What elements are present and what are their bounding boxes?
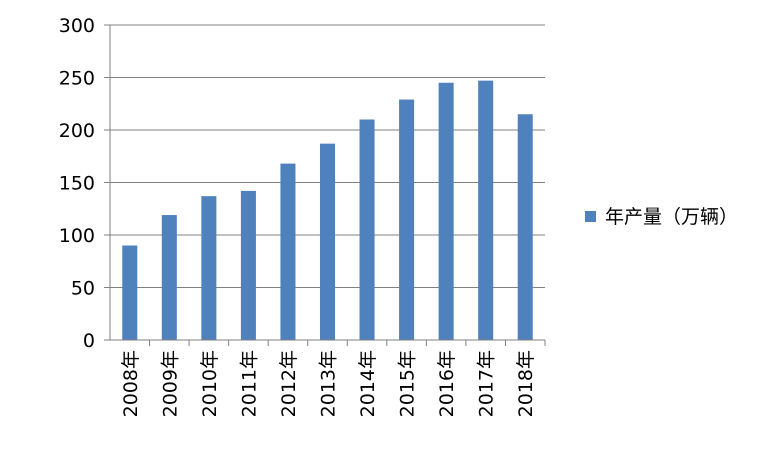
x-tick-label: 2015年: [397, 350, 419, 417]
bar: [359, 119, 375, 340]
bar: [280, 163, 296, 340]
x-axis-tick-labels: 2008年 2009年 2010年 2011年 2012年 2013年 2014年 2015年…: [120, 350, 537, 417]
x-tick-label: 2016年: [436, 350, 458, 417]
bar: [201, 196, 217, 340]
x-tick-label: 2018年: [515, 350, 537, 417]
bar: [122, 245, 138, 340]
x-tick-label: 2012年: [278, 350, 300, 417]
y-tick-label: 0: [83, 330, 95, 352]
bar: [438, 82, 454, 340]
x-tick-label: 2009年: [159, 350, 181, 417]
bar: [161, 215, 177, 340]
y-axis-tick-labels: 0 50 100 150 200 250 300: [59, 15, 95, 352]
bar: [478, 80, 494, 341]
bar: [319, 143, 336, 340]
x-tick-label: 2014年: [357, 350, 379, 417]
axes: [104, 24, 546, 346]
y-tick-label: 300: [59, 15, 95, 37]
y-tick-label: 250: [59, 68, 95, 90]
y-tick-label: 100: [59, 225, 95, 247]
x-tick-label: 2010年: [199, 350, 221, 417]
legend: 年产量（万辆）: [585, 206, 738, 228]
y-tick-label: 200: [59, 120, 95, 142]
legend-label: 年产量（万辆）: [605, 206, 738, 228]
x-tick-label: 2011年: [238, 350, 260, 417]
y-tick-label: 50: [71, 278, 95, 300]
legend-swatch: [585, 211, 596, 222]
x-tick-label: 2017年: [476, 350, 498, 417]
bar: [240, 190, 256, 340]
bar: [517, 114, 533, 340]
x-tick-label: 2013年: [318, 350, 340, 417]
x-tick-label: 2008年: [120, 350, 142, 417]
y-tick-label: 150: [59, 173, 95, 195]
bars: [122, 80, 533, 341]
bar: [399, 99, 415, 340]
